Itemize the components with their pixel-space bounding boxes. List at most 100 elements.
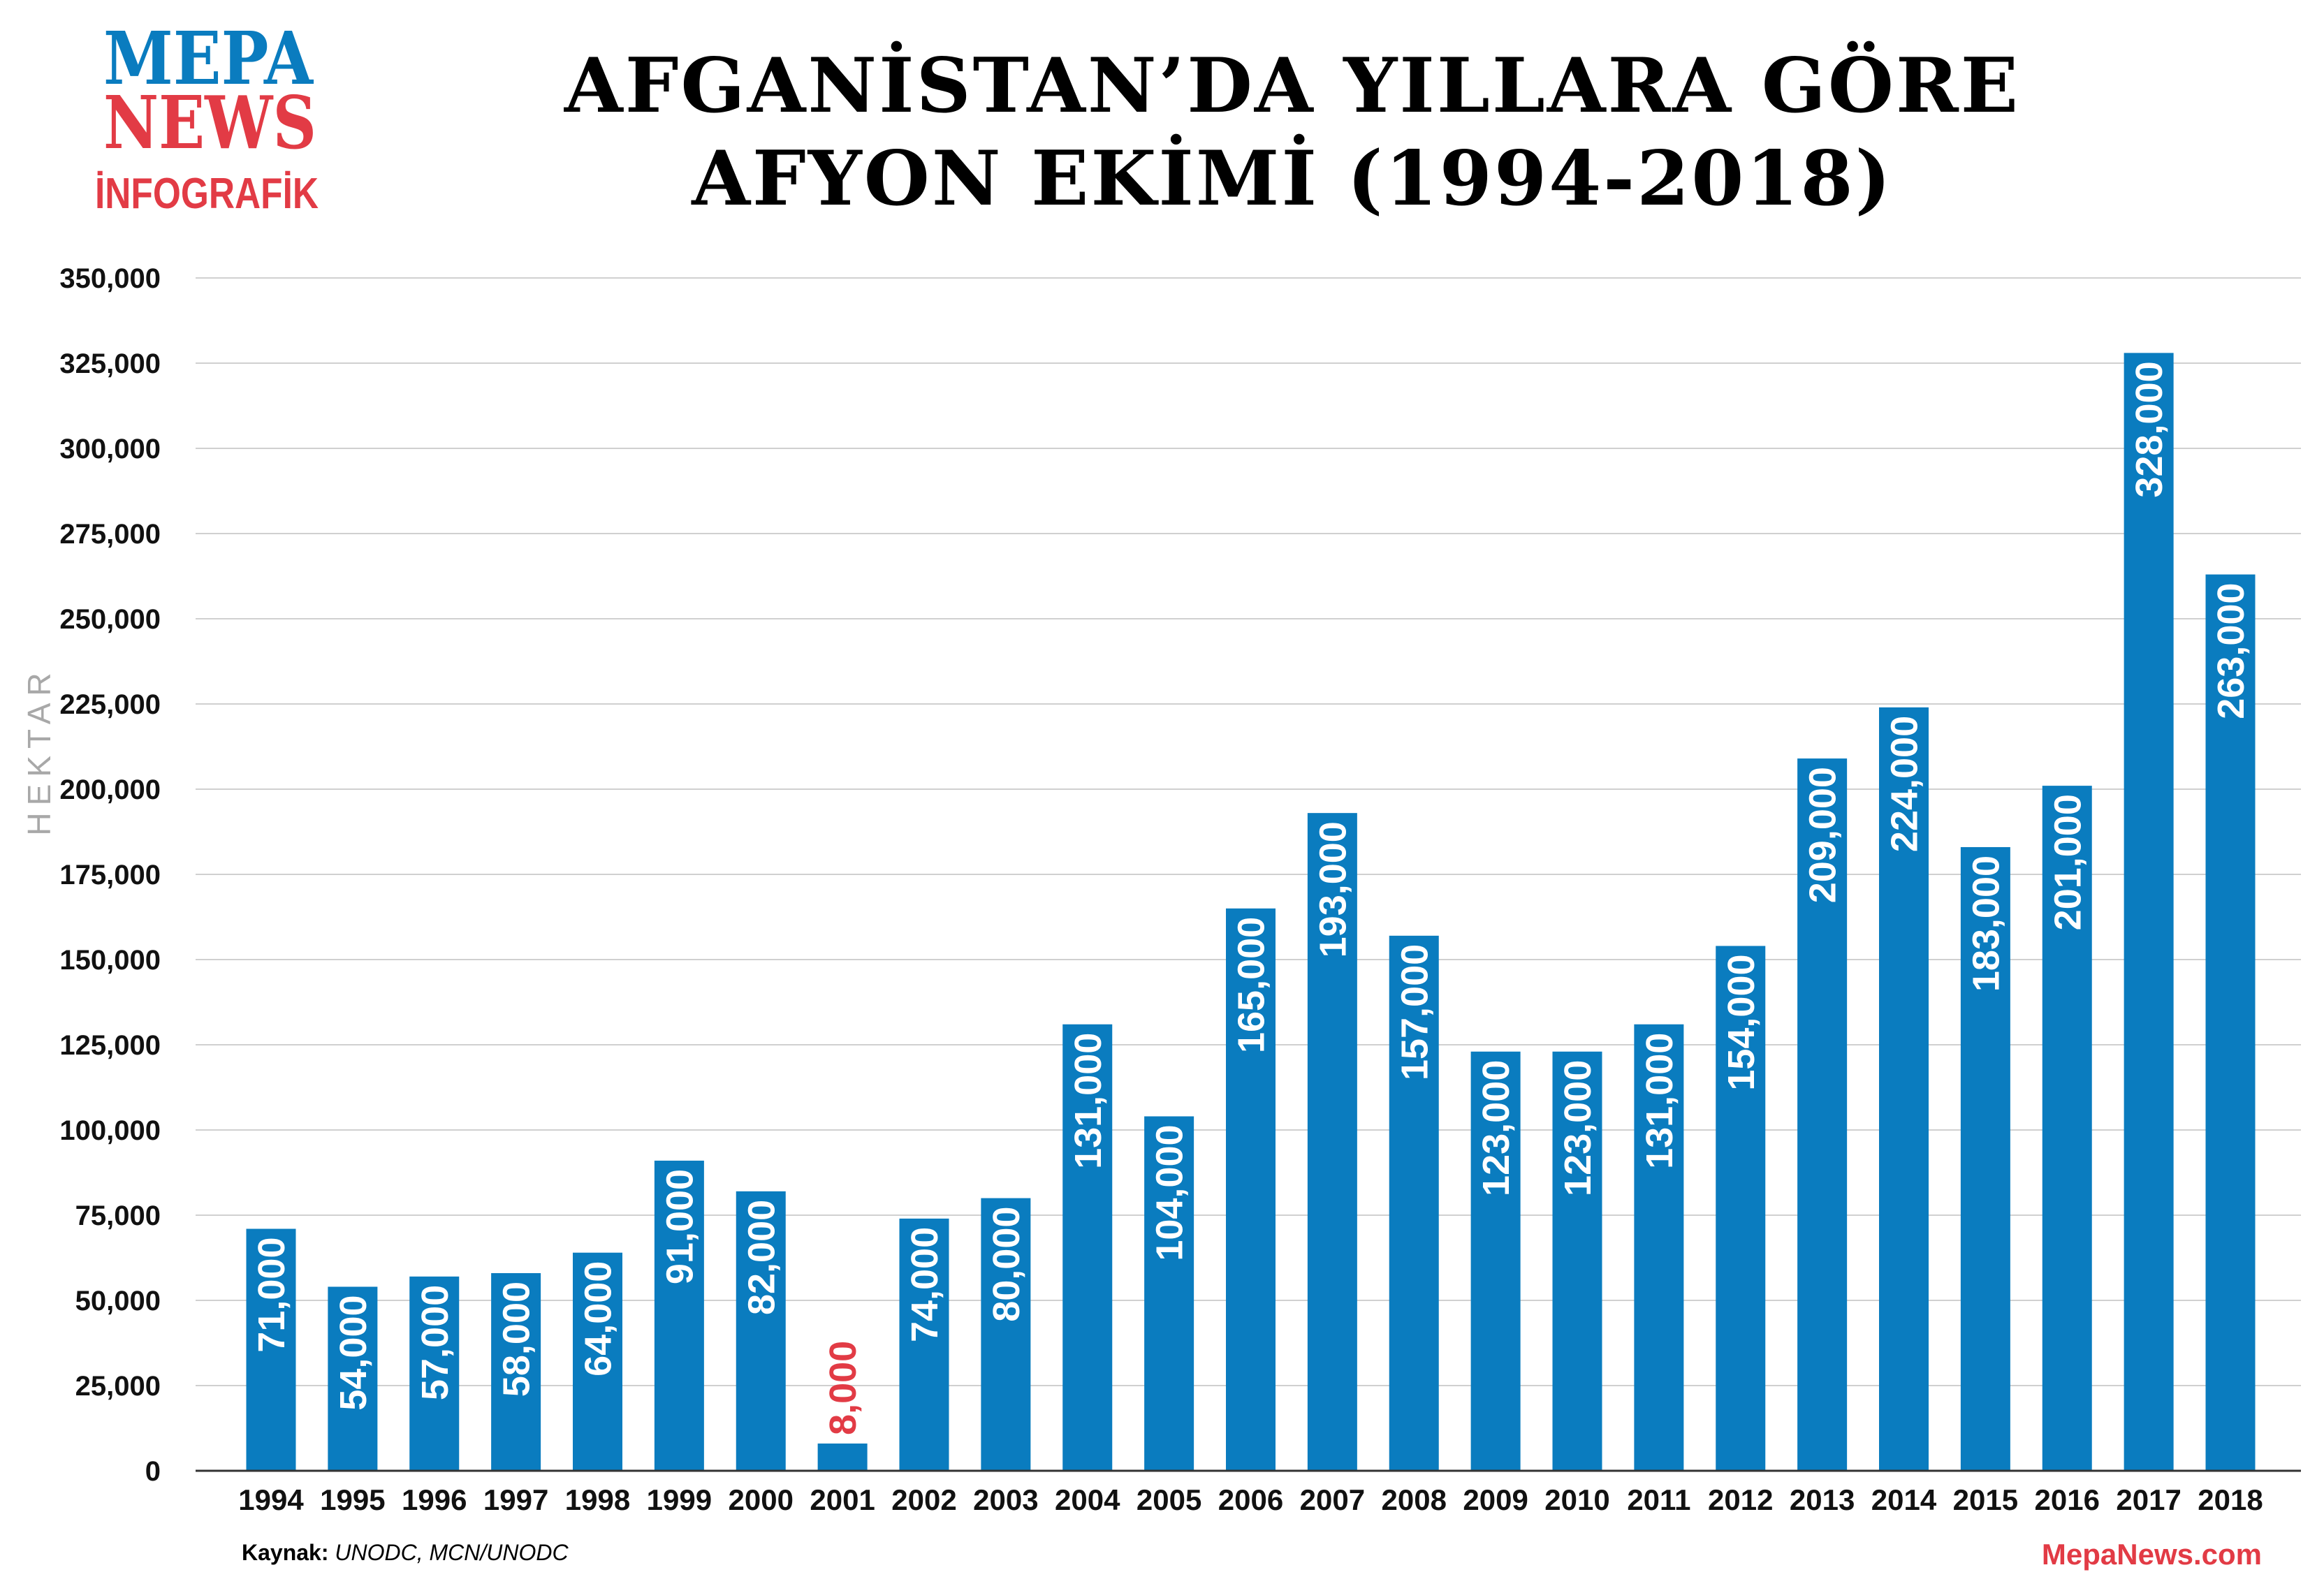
bar-1998 xyxy=(573,1252,622,1471)
source-value: UNODC, MCN/UNODC xyxy=(335,1540,569,1565)
y-tick-label: 325,000 xyxy=(59,348,161,379)
data-label-1995: 54,000 xyxy=(332,1295,374,1410)
bar-1994 xyxy=(246,1228,296,1471)
data-label-2003: 80,000 xyxy=(986,1207,1028,1322)
bars: 71,000 54,000 57,000 58,000 64,000 91,000 82,0… xyxy=(246,353,2256,1471)
x-tick-label: 2004 xyxy=(1055,1483,1120,1516)
data-label-2000: 82,000 xyxy=(740,1200,782,1315)
x-tick-label: 2012 xyxy=(1708,1483,1773,1516)
bar-2008 xyxy=(1389,935,1439,1471)
y-tick-label: 350,000 xyxy=(59,263,161,294)
source-label: Kaynak: xyxy=(242,1540,329,1565)
y-tick-label: 225,000 xyxy=(59,689,161,720)
y-tick-label: 175,000 xyxy=(59,860,161,890)
data-label-2018: 263,000 xyxy=(2210,583,2252,719)
data-label-2012: 154,000 xyxy=(1720,954,1762,1090)
x-tick-label: 2016 xyxy=(2035,1483,2100,1516)
data-label-2016: 201,000 xyxy=(2047,794,2089,930)
data-label-2014: 224,000 xyxy=(1884,716,1926,852)
x-tick-label: 2010 xyxy=(1544,1483,1609,1516)
y-tick-label: 50,000 xyxy=(75,1286,161,1316)
x-tick-label: 2009 xyxy=(1463,1483,1528,1516)
bar-2007 xyxy=(1307,813,1357,1471)
x-tick-label: 2003 xyxy=(973,1483,1038,1516)
data-label-1994: 71,000 xyxy=(251,1238,293,1353)
x-tick-label: 1999 xyxy=(647,1483,712,1516)
data-label-2010: 123,000 xyxy=(1557,1060,1599,1196)
x-tick-label: 1994 xyxy=(238,1483,304,1516)
source-note: Kaynak: UNODC, MCN/UNODC xyxy=(242,1540,569,1565)
data-label-2008: 157,000 xyxy=(1394,944,1435,1080)
data-label-2004: 131,000 xyxy=(1067,1033,1109,1169)
x-tick-label: 2015 xyxy=(1953,1483,2018,1516)
bar-2004 xyxy=(1062,1024,1113,1471)
data-label-2007: 193,000 xyxy=(1312,821,1354,957)
bar-2002 xyxy=(899,1218,949,1471)
bar-1995 xyxy=(328,1286,378,1471)
y-axis-ticks: 0 25,000 50,000 75,000 100,000 125,000 150,000… xyxy=(59,263,161,1487)
y-tick-label: 150,000 xyxy=(59,945,161,976)
bar-2010 xyxy=(1552,1051,1602,1471)
data-label-2001: 8,000 xyxy=(822,1341,864,1435)
bar-2018 xyxy=(2205,574,2256,1471)
bar-2000 xyxy=(736,1191,786,1471)
data-label-2015: 183,000 xyxy=(1965,856,2007,992)
x-tick-label: 2006 xyxy=(1218,1483,1283,1516)
bar-2015 xyxy=(1960,846,2010,1471)
logo-mepa: MEPA xyxy=(103,15,314,101)
data-label-2002: 74,000 xyxy=(904,1227,946,1342)
bar-2003 xyxy=(981,1198,1031,1471)
x-tick-label: 1995 xyxy=(320,1483,385,1516)
logo: MEPA NEWS İNFOGRAFİK xyxy=(95,15,319,218)
y-tick-label: 0 xyxy=(145,1456,161,1487)
logo-news: NEWS xyxy=(103,80,316,166)
data-label-1998: 64,000 xyxy=(578,1261,620,1377)
x-tick-label: 2013 xyxy=(1790,1483,1855,1516)
bar-2017 xyxy=(2124,353,2174,1471)
data-label-1999: 91,000 xyxy=(659,1169,701,1284)
bar-1997 xyxy=(491,1272,541,1471)
x-tick-label: 2008 xyxy=(1382,1483,1447,1516)
bar-2016 xyxy=(2042,786,2092,1471)
y-axis-label: HEKTAR xyxy=(21,666,57,835)
logo-infografik: İNFOGRAFİK xyxy=(95,170,319,218)
x-tick-label: 2005 xyxy=(1137,1483,1201,1516)
y-tick-label: 250,000 xyxy=(59,604,161,635)
data-label-2017: 328,000 xyxy=(2128,361,2170,497)
bar-2005 xyxy=(1144,1116,1194,1471)
x-tick-label: 1997 xyxy=(483,1483,548,1516)
bar-1996 xyxy=(409,1276,460,1471)
bar-2001 xyxy=(817,1443,868,1471)
chart-title-line-2: AFYON EKİMİ (1994-2018) xyxy=(691,133,1893,223)
x-axis-ticks: 1994 1995 1996 1997 1998 1999 2000 2001 2002 2003… xyxy=(238,1483,2263,1516)
x-tick-label: 2011 xyxy=(1627,1483,1690,1516)
x-tick-label: 2018 xyxy=(2198,1483,2263,1516)
site-url: MepaNews.com xyxy=(2042,1538,2262,1571)
bar-2013 xyxy=(1797,758,1848,1471)
bar-2009 xyxy=(1470,1051,1521,1471)
bar-2012 xyxy=(1716,946,1766,1471)
x-tick-label: 1998 xyxy=(565,1483,630,1516)
data-label-2011: 131,000 xyxy=(1639,1033,1681,1169)
chart-title-line-1: AFGANİSTAN’DA YILLARA GÖRE xyxy=(564,41,2020,130)
x-tick-label: 2014 xyxy=(1871,1483,1937,1516)
y-tick-label: 275,000 xyxy=(59,519,161,550)
data-label-2009: 123,000 xyxy=(1475,1060,1517,1196)
y-tick-label: 75,000 xyxy=(75,1201,161,1231)
bar-2011 xyxy=(1634,1024,1684,1471)
bar-2014 xyxy=(1879,707,1929,1471)
data-label-1996: 57,000 xyxy=(414,1285,456,1400)
y-tick-label: 25,000 xyxy=(75,1371,161,1402)
x-tick-label: 2001 xyxy=(810,1483,875,1516)
y-tick-label: 125,000 xyxy=(59,1030,161,1061)
y-tick-label: 100,000 xyxy=(59,1115,161,1146)
x-tick-label: 2017 xyxy=(2116,1483,2181,1516)
y-tick-label: 300,000 xyxy=(59,434,161,464)
bar-2006 xyxy=(1226,908,1276,1471)
x-tick-label: 2000 xyxy=(729,1483,794,1516)
data-label-1997: 58,000 xyxy=(496,1282,538,1397)
data-label-2006: 165,000 xyxy=(1231,917,1273,1053)
x-tick-label: 2007 xyxy=(1300,1483,1365,1516)
bar-1999 xyxy=(654,1160,704,1471)
